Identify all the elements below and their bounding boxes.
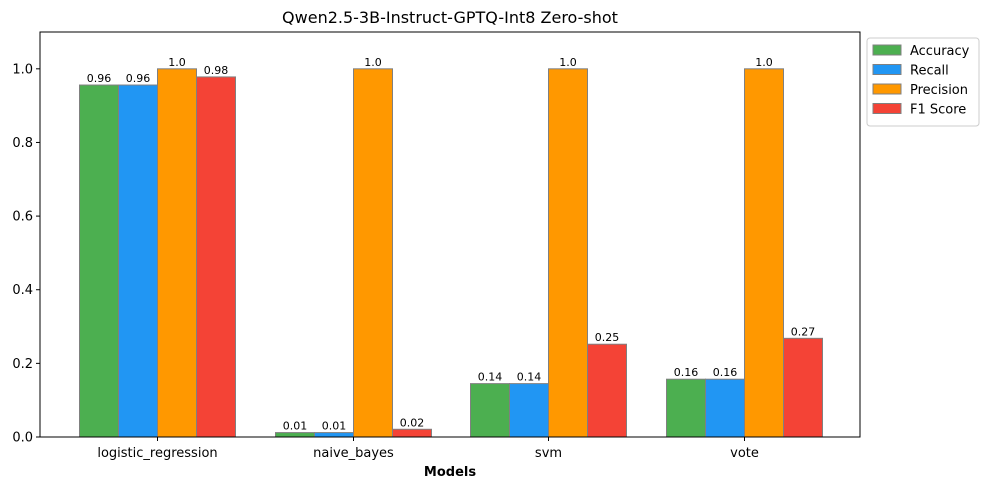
legend-label: F1 Score [910, 103, 966, 118]
bar-f1-score-svm [587, 343, 627, 438]
bar-value-label: 0.02 [400, 416, 425, 429]
bar-value-label: 0.01 [283, 420, 308, 433]
bar-value-label: 0.16 [713, 366, 738, 379]
bar-precision-svm [548, 68, 588, 438]
y-tick-label: 0.4 [12, 283, 33, 298]
bar-precision-vote [744, 68, 784, 438]
y-tick-label: 0.0 [12, 431, 33, 446]
legend-swatch-precision [872, 83, 902, 95]
bar-value-label: 1.0 [755, 56, 773, 69]
bar-precision-logistic_regression [157, 68, 197, 438]
x-tick-label: logistic_regression [97, 446, 217, 461]
bar-recall-logistic_regression [118, 84, 158, 438]
bar-labels-layer: 0.96 0.96 1.0 0.98 0.01 0.01 1.0 0.02 0.14 0.14 1.… [87, 56, 816, 433]
legend-label: Precision [910, 83, 968, 98]
x-axis: logistic_regression naive_bayes svm vote [97, 437, 759, 461]
bar-value-label: 0.01 [322, 420, 347, 433]
bar-f1-score-naive_bayes [392, 428, 432, 438]
legend: Accuracy Recall Precision F1 Score [866, 37, 980, 127]
y-tick-label: 0.6 [12, 210, 33, 225]
bar-value-label: 0.14 [517, 371, 542, 384]
x-axis-label: Models [424, 465, 476, 480]
chart-title: Qwen2.5-3B-Instruct-GPTQ-Int8 Zero-shot [282, 8, 618, 27]
x-tick-label: naive_bayes [313, 446, 394, 461]
bar-recall-naive_bayes [314, 432, 354, 438]
plot-frame [39, 31, 861, 438]
bar-value-label: 0.16 [674, 366, 699, 379]
bar-accuracy-logistic_regression [79, 84, 119, 438]
bars-layer [79, 68, 823, 438]
x-tick-label: svm [535, 446, 562, 461]
bar-value-label: 0.27 [791, 325, 816, 338]
bar-value-label: 0.96 [126, 72, 151, 85]
legend-swatch-recall [872, 64, 902, 75]
legend-swatch-f1-score [872, 103, 902, 114]
bar-value-label: 1.0 [559, 56, 577, 69]
bar-recall-vote [705, 378, 745, 438]
bar-value-label: 1.0 [168, 56, 186, 69]
bar-recall-svm [509, 383, 549, 438]
legend-label: Recall [910, 64, 949, 79]
y-axis: 0.0 0.2 0.4 0.6 0.8 1.0 [12, 62, 40, 446]
bar-value-label: 1.0 [364, 56, 382, 69]
y-tick-label: 0.8 [12, 136, 33, 151]
x-tick-label: vote [730, 446, 759, 461]
y-tick-label: 0.2 [12, 357, 33, 372]
bar-value-label: 0.96 [87, 72, 112, 85]
bar-accuracy-vote [666, 378, 706, 438]
y-tick-label: 1.0 [12, 62, 33, 77]
bar-value-label: 0.25 [595, 331, 620, 344]
bar-precision-naive_bayes [353, 68, 393, 438]
legend-label: Accuracy [910, 44, 970, 59]
bar-value-label: 0.98 [204, 64, 229, 77]
bar-f1-score-logistic_regression [196, 76, 236, 438]
bar-accuracy-svm [470, 383, 510, 438]
legend-swatch-accuracy [872, 44, 902, 56]
bar-f1-score-vote [783, 337, 823, 438]
bar-accuracy-naive_bayes [275, 432, 315, 438]
bar-value-label: 0.14 [478, 371, 503, 384]
